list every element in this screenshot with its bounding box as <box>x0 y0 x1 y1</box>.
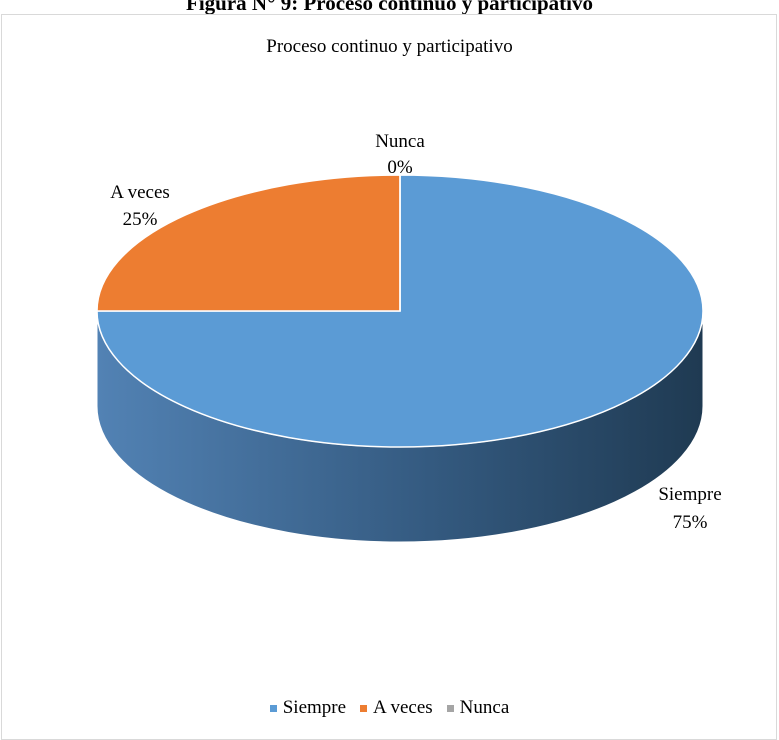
figure-caption: Figura N° 9: Proceso continuo y particip… <box>186 0 593 15</box>
chart-title: Proceso continuo y participativo <box>266 36 513 57</box>
pie-slice-a-veces <box>96 174 401 312</box>
legend-item: A veces <box>360 697 433 719</box>
legend-label: A veces <box>373 697 433 718</box>
data-label-percent: 25% <box>123 209 158 230</box>
data-label-category: Nunca <box>375 131 425 152</box>
data-label-category: A veces <box>110 182 170 203</box>
legend-item: Siempre <box>269 697 347 719</box>
legend-swatch <box>446 704 454 712</box>
legend-swatch <box>360 704 368 712</box>
data-label-percent: 75% <box>673 512 708 533</box>
legend-item: Nunca <box>446 697 510 719</box>
legend: Siempre A veces Nunca <box>0 697 779 719</box>
legend-label: Nunca <box>459 697 510 718</box>
data-label-category: Siempre <box>658 484 721 505</box>
legend-label: Siempre <box>282 697 347 718</box>
data-label-percent: 0% <box>387 157 413 178</box>
legend-swatch <box>269 704 277 712</box>
